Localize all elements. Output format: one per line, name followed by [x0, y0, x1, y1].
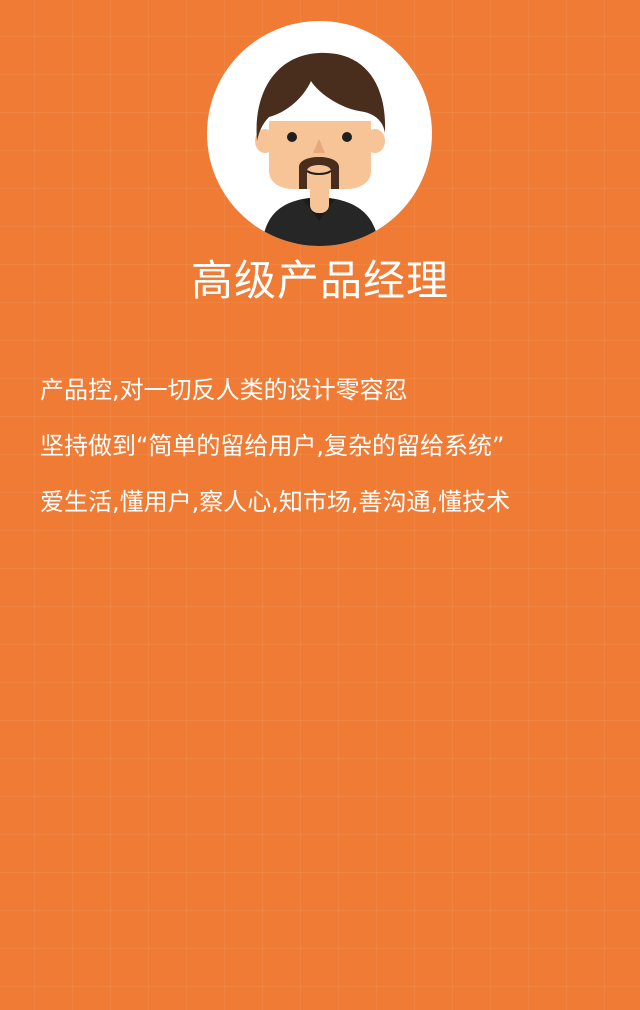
- description-line-3: 爱生活,懂用户,察人心,知市场,善沟通,懂技术: [40, 488, 511, 516]
- cartoon-man-avatar-icon: [255, 52, 386, 246]
- description: 产品控,对一切反人类的设计零容忍 坚持做到“简单的留给用户,复杂的留给系统” 爱…: [40, 362, 620, 530]
- description-line-2: 坚持做到“简单的留给用户,复杂的留给系统”: [40, 432, 505, 460]
- job-title: 高级产品经理: [190, 256, 449, 305]
- description-line-1: 产品控,对一切反人类的设计零容忍: [40, 376, 408, 404]
- avatar: [207, 21, 432, 246]
